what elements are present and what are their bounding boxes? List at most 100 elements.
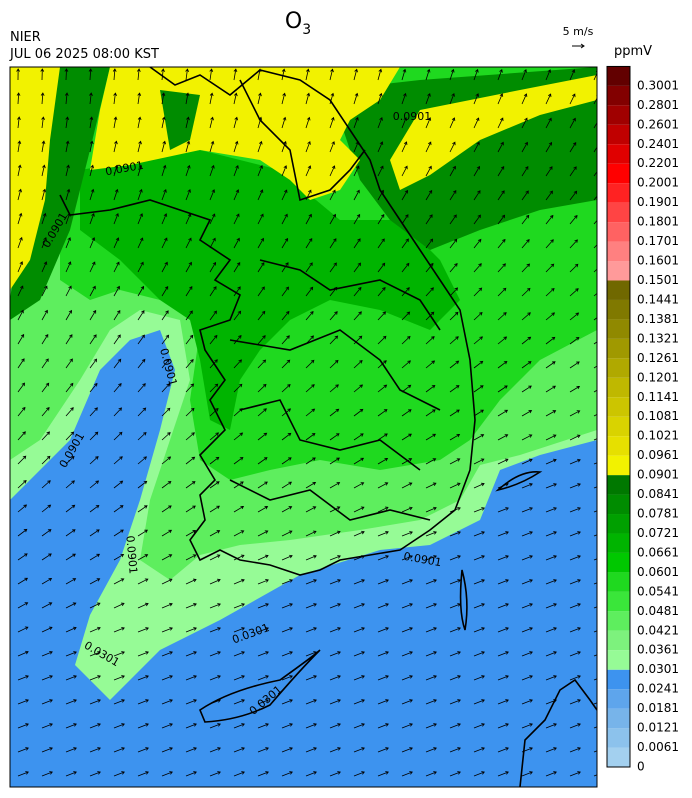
wind-arrow [353, 675, 365, 681]
wind-arrow [593, 438, 597, 441]
wind-arrow [353, 213, 361, 225]
wind-vectors [16, 68, 597, 777]
wind-arrow [17, 699, 29, 705]
wind-arrow [401, 531, 413, 537]
colorbar-bin [607, 124, 630, 145]
colorbar-bin [607, 397, 630, 417]
wind-arrow [329, 92, 335, 105]
wind-arrow [569, 214, 578, 225]
wind-arrow [425, 747, 437, 753]
wind-arrow [233, 164, 239, 177]
wind-arrow [305, 506, 317, 513]
wind-arrow [257, 189, 264, 201]
wind-arrow [569, 747, 581, 753]
wind-arrow [449, 165, 456, 177]
wind-arrow [17, 747, 29, 753]
wind-arrow [17, 650, 29, 657]
colorbar-frame [606, 65, 631, 768]
wind-arrow [113, 334, 121, 345]
wind-arrow [137, 237, 144, 249]
wind-arrow [377, 262, 386, 273]
wind-arrow [89, 675, 101, 681]
wind-arrow [41, 140, 46, 153]
wind-arrow [65, 358, 73, 369]
wind-arrow [89, 553, 101, 561]
wind-arrow [17, 406, 26, 417]
wind-arrow [449, 675, 461, 681]
wind-arrow [233, 286, 241, 297]
wind-arrow [161, 627, 173, 633]
wind-arrow [497, 603, 509, 609]
wind-arrow [17, 455, 27, 465]
colorbar-bin [607, 299, 630, 320]
wind-arrow [257, 286, 265, 297]
wind-arrow [41, 577, 53, 585]
wind-arrow [41, 188, 47, 201]
wind-arrow [473, 434, 485, 441]
wind-arrow [257, 603, 269, 609]
colorbar-label: 0.1141 [637, 390, 679, 404]
wind-arrow [353, 384, 364, 393]
wind-arrow [473, 723, 485, 729]
wind-arrow [233, 627, 245, 633]
wind-arrow [569, 166, 577, 177]
wind-arrow [449, 287, 459, 297]
wind-arrow [113, 602, 125, 609]
wind-arrow [497, 651, 509, 657]
wind-arrow [401, 506, 413, 513]
wind-arrow [377, 699, 389, 705]
wind-arrow [377, 335, 387, 345]
colorbar-label: 0.1701 [637, 234, 679, 248]
wind-arrow [185, 456, 196, 465]
wind-arrow [41, 358, 49, 369]
wind-arrow [185, 286, 193, 297]
wind-arrow [16, 92, 21, 105]
map-title: O3 [285, 9, 311, 38]
wind-arrow [329, 675, 341, 681]
agency: NIER [10, 30, 41, 45]
wind-arrow [89, 334, 97, 345]
wind-arrow [305, 237, 313, 249]
wind-arrow [17, 431, 26, 441]
colorbar-label: 0.0241 [637, 682, 679, 696]
wind-arrow [545, 675, 557, 681]
wind-arrow [137, 431, 147, 441]
wind-arrow [281, 675, 293, 681]
wind-arrow [497, 190, 505, 201]
wind-arrow [137, 140, 142, 153]
wind-arrow [257, 675, 269, 681]
wind-arrow [281, 554, 293, 561]
wind-arrow [329, 213, 336, 225]
wind-arrow [497, 214, 506, 225]
wind-arrow [16, 68, 21, 81]
wind-arrow [545, 214, 554, 225]
wind-arrow [161, 529, 173, 537]
wind-arrow [305, 675, 317, 681]
wind-arrow [329, 384, 339, 393]
wind-arrow [281, 699, 293, 705]
wind-arrow [137, 407, 147, 417]
wind-arrow [521, 93, 528, 105]
wind-arrow [65, 651, 77, 657]
wind-arrow [209, 481, 220, 489]
colorbar-label: 0.3001 [637, 78, 679, 92]
datetime: JUL 06 2025 08:00 KST [9, 47, 159, 62]
wind-arrow [41, 480, 51, 489]
wind-arrow [209, 675, 221, 681]
wind-arrow [401, 92, 407, 105]
colorbar-bin [607, 514, 630, 534]
contour-label: 0.0901 [123, 535, 139, 574]
wind-arrow [497, 723, 509, 729]
wind-arrow [425, 336, 435, 345]
wind-arrow [329, 555, 341, 561]
colorbar-label: 0.0541 [637, 584, 679, 598]
wind-arrow [545, 93, 552, 105]
wind-arrow [281, 310, 290, 321]
colorbar-bin [607, 222, 630, 242]
wind-arrow [17, 236, 23, 249]
wind-arrow [377, 92, 383, 105]
wind-arrow [281, 506, 293, 513]
wind-arrow [305, 165, 312, 177]
wind-arrow [257, 579, 269, 585]
wind-arrow [281, 92, 286, 105]
